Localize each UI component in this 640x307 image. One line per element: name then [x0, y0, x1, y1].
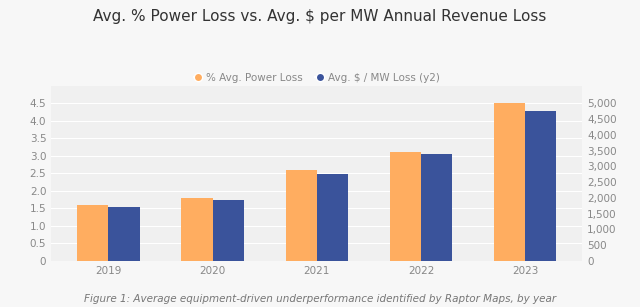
Bar — [494, 103, 525, 261]
Text: Avg. % Power Loss vs. Avg. $ per MW Annual Revenue Loss: Avg. % Power Loss vs. Avg. $ per MW Annu… — [93, 9, 547, 24]
Text: Figure 1: Average equipment-driven underperformance identified by Raptor Maps, b: Figure 1: Average equipment-driven under… — [84, 294, 556, 304]
Bar — [285, 170, 317, 261]
Bar — [109, 208, 140, 261]
Bar — [317, 174, 348, 261]
Bar — [77, 205, 109, 261]
Bar — [525, 111, 556, 261]
Bar — [390, 153, 421, 261]
Bar — [212, 200, 244, 261]
Bar — [181, 198, 212, 261]
Bar — [421, 154, 452, 261]
Legend: % Avg. Power Loss, Avg. $ / MW Loss (y2): % Avg. Power Loss, Avg. $ / MW Loss (y2) — [189, 68, 444, 87]
